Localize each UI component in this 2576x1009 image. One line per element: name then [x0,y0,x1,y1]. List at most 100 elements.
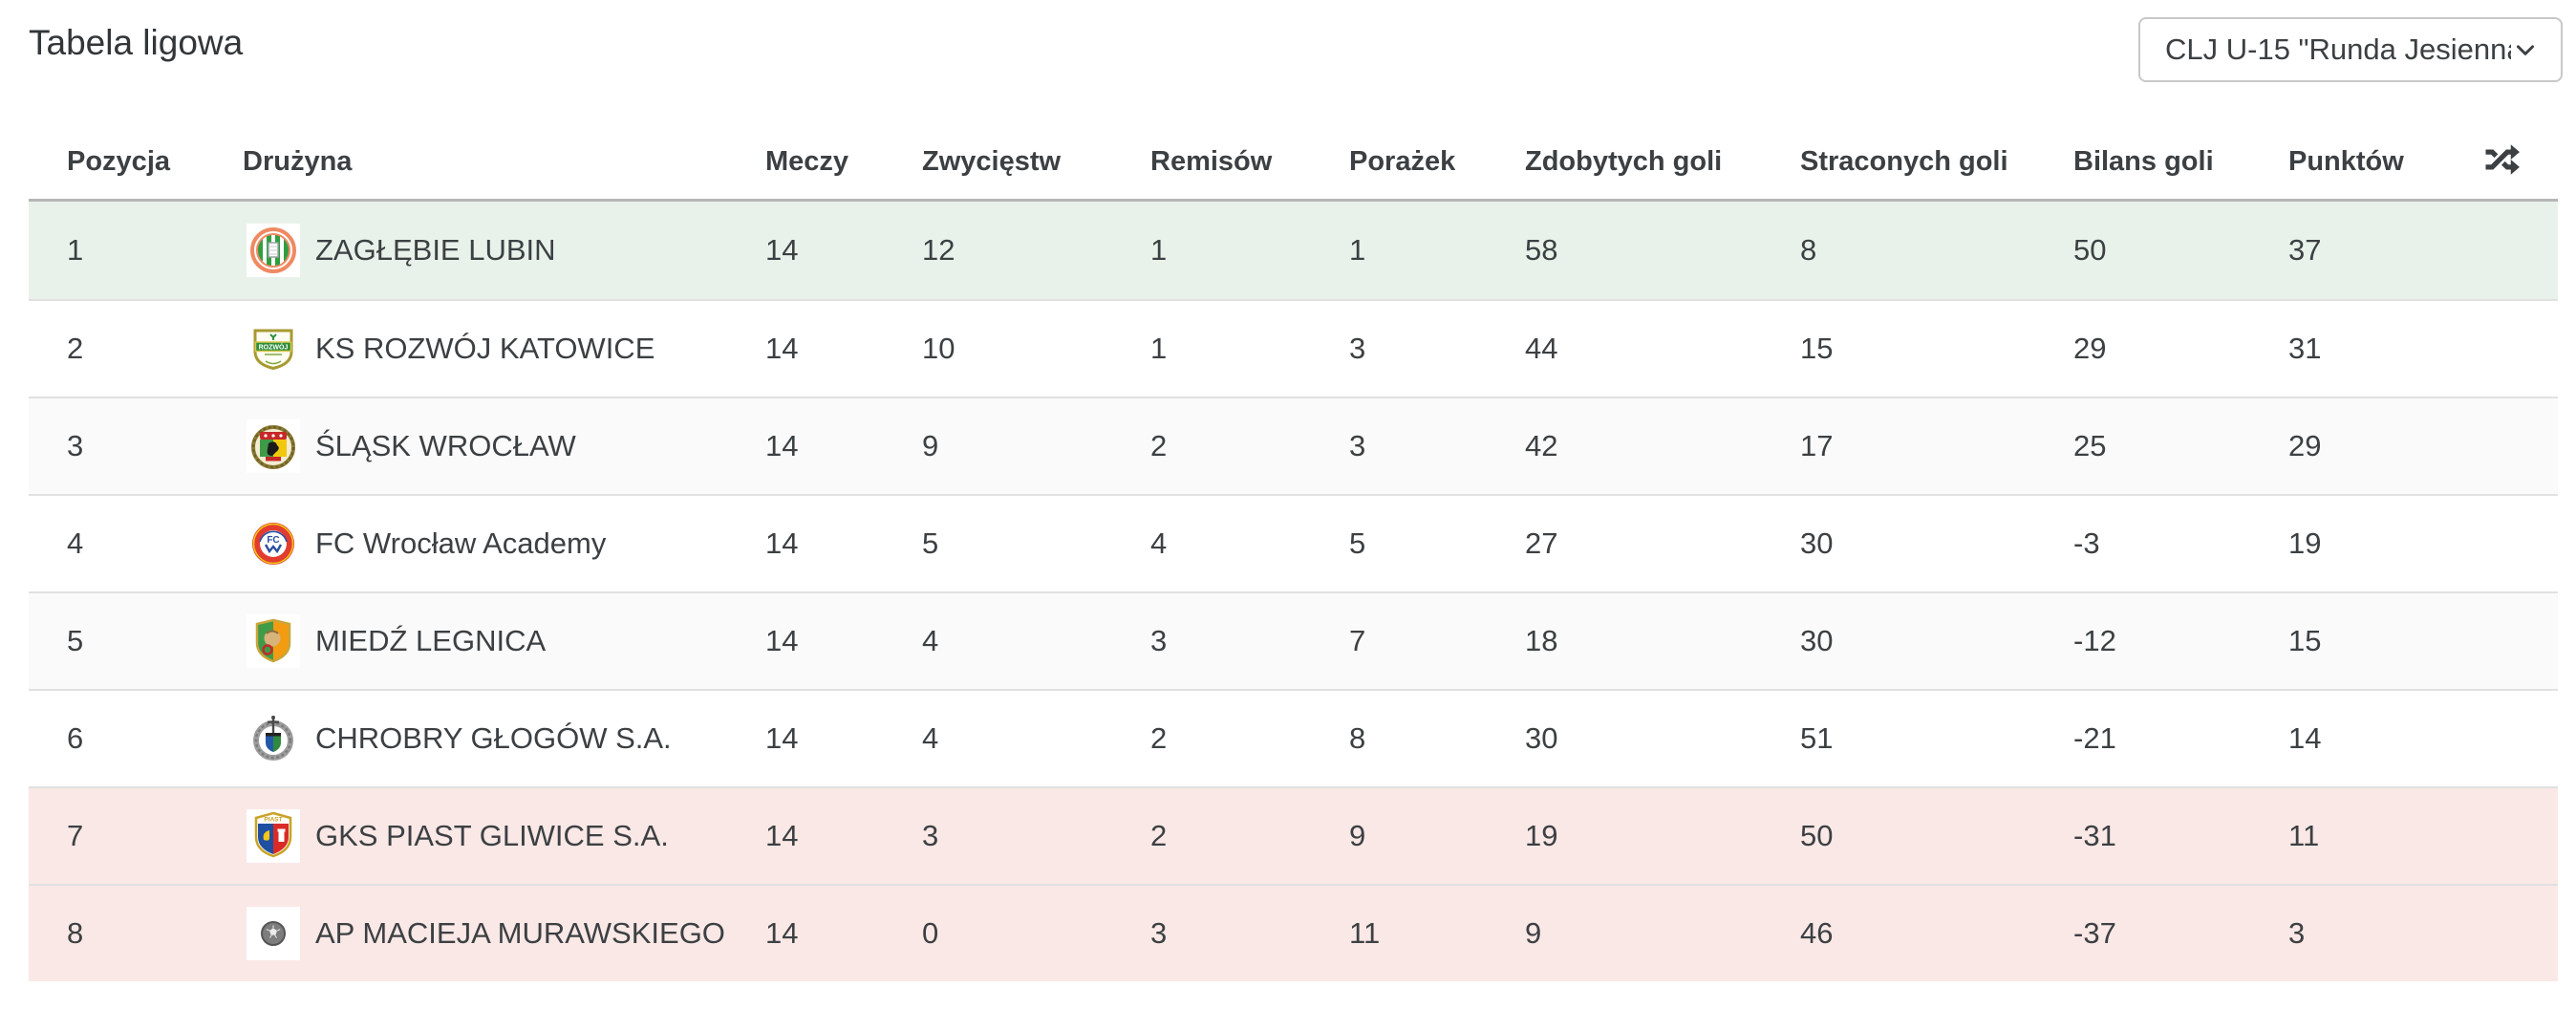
goals-against-cell: 51 [1800,721,1834,755]
league-table: Pozycja Drużyna Meczy Zwycięstw Remisów … [29,124,2558,981]
draws-cell: 4 [1150,526,1168,560]
draws-cell: 3 [1150,916,1168,950]
losses-cell: 7 [1349,624,1366,657]
draws-cell: 3 [1150,624,1168,657]
matches-cell: 14 [765,721,799,755]
goals-for-cell: 44 [1525,332,1558,365]
position-cell: 5 [67,624,84,657]
matches-cell: 14 [765,429,799,462]
goal-diff-cell: 29 [2073,332,2107,365]
team-logo-fc-wroclaw-academy-icon: FC [247,517,300,570]
position-cell: 1 [67,233,84,267]
team-logo-chrobry-glogow-icon [247,712,300,765]
team-name: AP MACIEJA MURAWSKIEGO [315,916,725,950]
page-title: Tabela ligowa [29,23,244,62]
points-cell: 15 [2288,624,2322,657]
position-cell: 6 [67,721,84,755]
table-row[interactable]: 7 PIAST GKS PIAST GLIWICE S.A. [29,786,2558,884]
goal-diff-cell: -31 [2073,819,2116,852]
table-row[interactable]: 5 MIEDŹ LEGNICA 14 4 3 [29,591,2558,689]
goals-for-cell: 9 [1525,916,1542,950]
draws-cell: 2 [1150,819,1168,852]
points-cell: 14 [2288,721,2322,755]
team-logo-miedz-legnica-icon [247,614,300,668]
table-row[interactable]: 2 ROZWÓJ KS ROZWÓJ KATOWICE 14 10 1 3 [29,299,2558,397]
table-row[interactable]: 4 FC FC Wrocław Academy 14 5 4 [29,494,2558,591]
losses-cell: 8 [1349,721,1366,755]
matches-cell: 14 [765,526,799,560]
goals-against-cell: 15 [1800,332,1834,365]
goal-diff-cell: 50 [2073,233,2107,267]
team-name: ZAGŁĘBIE LUBIN [315,233,556,267]
losses-cell: 1 [1349,233,1366,267]
league-filter-dropdown[interactable]: CLJ U-15 "Runda Jesienna G... [2138,17,2563,82]
matches-cell: 14 [765,624,799,657]
goal-diff-cell: -21 [2073,721,2116,755]
position-cell: 7 [67,819,84,852]
matches-cell: 14 [765,233,799,267]
team-cell: FC FC Wrocław Academy [243,517,765,570]
draws-cell: 1 [1150,233,1168,267]
position-cell: 8 [67,916,84,950]
table-row[interactable]: 1 [29,202,2558,299]
table-row[interactable]: 6 CHROBRY GŁOGÓW S.A. [29,689,2558,786]
losses-cell: 11 [1349,916,1381,950]
wins-cell: 4 [922,721,939,755]
goals-against-cell: 17 [1800,429,1834,462]
team-name: FC Wrocław Academy [315,526,607,560]
points-cell: 3 [2288,916,2306,950]
shuffle-icon[interactable] [2479,137,2525,182]
matches-cell: 14 [765,332,799,365]
chevron-down-icon [2511,35,2540,64]
wins-cell: 4 [922,624,939,657]
team-cell: CHROBRY GŁOGÓW S.A. [243,712,765,765]
header-draws: Remisów [1150,145,1273,177]
header-position: Pozycja [67,145,170,177]
team-logo-zaglebie-lubin-icon [247,224,300,277]
goals-against-cell: 30 [1800,624,1834,657]
draws-cell: 1 [1150,332,1168,365]
points-cell: 11 [2288,819,2320,852]
team-cell: ZAGŁĘBIE LUBIN [243,224,765,277]
team-cell: AP MACIEJA MURAWSKIEGO [243,907,765,960]
table-row[interactable]: 8 AP MACIEJA MURAWSKIEGO 14 0 3 11 9 [29,884,2558,981]
team-name: ŚLĄSK WROCŁAW [315,429,576,462]
position-cell: 4 [67,526,84,560]
goals-for-cell: 58 [1525,233,1558,267]
table-header-row: Pozycja Drużyna Meczy Zwycięstw Remisów … [29,124,2558,202]
points-cell: 19 [2288,526,2322,560]
position-cell: 3 [67,429,84,462]
wins-cell: 5 [922,526,939,560]
goals-for-cell: 27 [1525,526,1558,560]
goals-against-cell: 30 [1800,526,1834,560]
points-cell: 37 [2288,233,2322,267]
team-logo-ap-murawskiego-icon [247,907,300,960]
team-name: CHROBRY GŁOGÓW S.A. [315,721,672,755]
points-cell: 31 [2288,332,2322,365]
table-row[interactable]: 3 ŚLĄSK WROCŁAW [29,397,2558,494]
draws-cell: 2 [1150,429,1168,462]
goal-diff-cell: -12 [2073,624,2116,657]
losses-cell: 5 [1349,526,1366,560]
header-points: Punktów [2288,145,2404,177]
goal-diff-cell: 25 [2073,429,2107,462]
header-goal-diff: Bilans goli [2073,145,2214,177]
losses-cell: 3 [1349,332,1366,365]
points-cell: 29 [2288,429,2322,462]
team-cell: PIAST GKS PIAST GLIWICE S.A. [243,809,765,863]
logo-piast-text: PIAST [264,817,282,824]
wins-cell: 12 [922,233,955,267]
goals-against-cell: 8 [1800,233,1817,267]
team-logo-piast-gliwice-icon: PIAST [247,809,300,863]
header-goals-against: Straconych goli [1800,145,2008,177]
header-wins: Zwycięstw [922,145,1062,177]
team-cell: ŚLĄSK WROCŁAW [243,419,765,473]
team-logo-rozwoj-katowice-icon: ROZWÓJ [247,322,300,376]
wins-cell: 9 [922,429,939,462]
draws-cell: 2 [1150,721,1168,755]
team-name: MIEDŹ LEGNICA [315,624,547,657]
team-cell: MIEDŹ LEGNICA [243,614,765,668]
goals-for-cell: 19 [1525,819,1558,852]
header-goals-for: Zdobytych goli [1525,145,1723,177]
